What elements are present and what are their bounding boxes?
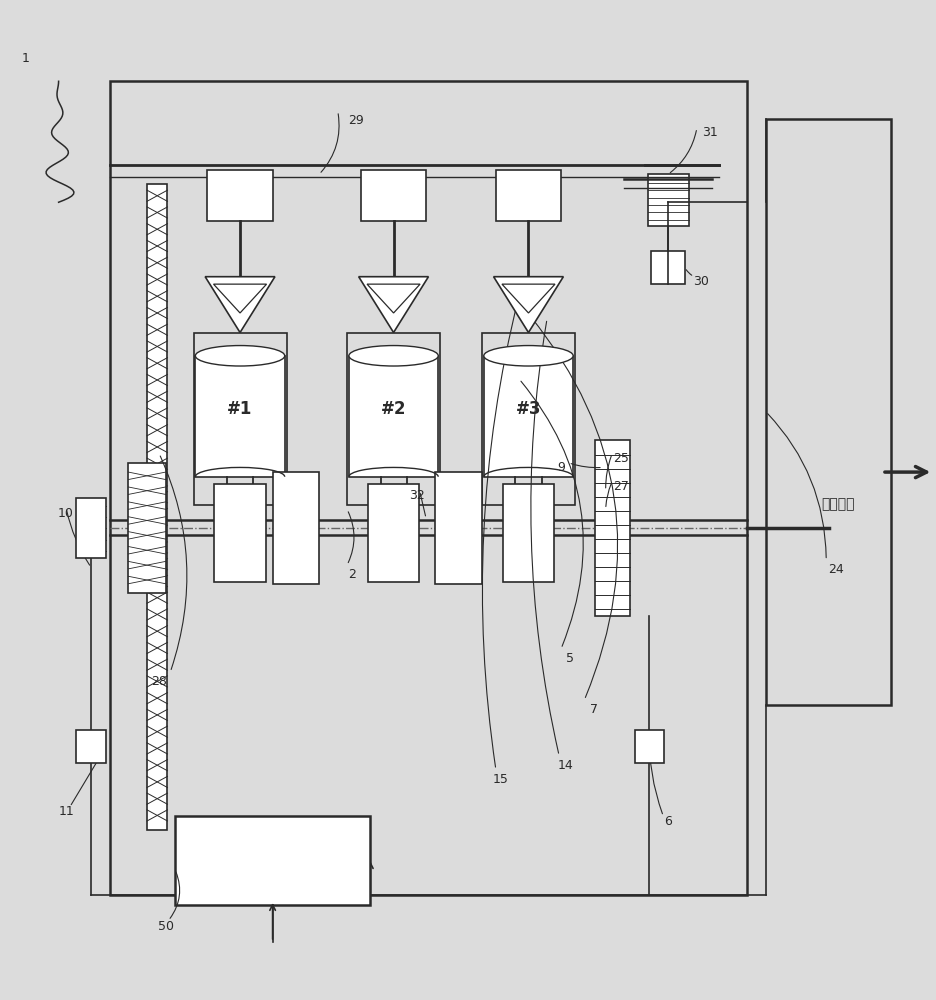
Text: 25: 25: [614, 452, 630, 465]
Text: 11: 11: [58, 805, 74, 818]
Ellipse shape: [349, 346, 438, 366]
Text: 输出转矩: 输出转矩: [821, 498, 855, 512]
Bar: [435, 472, 482, 584]
Polygon shape: [367, 284, 420, 313]
Text: 5: 5: [566, 652, 575, 665]
Text: 50: 50: [157, 920, 173, 933]
Bar: [648, 174, 689, 226]
Text: 31: 31: [702, 126, 718, 139]
Bar: [368, 484, 419, 582]
Text: 27: 27: [614, 480, 630, 493]
Bar: [76, 730, 106, 763]
Bar: [194, 333, 286, 505]
Text: 9: 9: [557, 461, 565, 474]
Polygon shape: [502, 284, 555, 313]
Text: 1: 1: [22, 52, 30, 65]
Text: 14: 14: [558, 759, 574, 772]
Bar: [347, 333, 440, 505]
Text: 2: 2: [348, 568, 356, 581]
Text: #1: #1: [227, 400, 253, 418]
Bar: [128, 463, 166, 593]
Bar: [651, 251, 685, 284]
Bar: [147, 184, 168, 830]
Text: #3: #3: [516, 400, 541, 418]
Text: 30: 30: [693, 275, 709, 288]
Text: 7: 7: [590, 703, 597, 716]
Text: 15: 15: [492, 773, 508, 786]
Text: 6: 6: [665, 815, 672, 828]
Polygon shape: [205, 277, 275, 333]
Text: 29: 29: [348, 114, 364, 127]
Bar: [361, 170, 426, 221]
Text: 10: 10: [58, 507, 74, 520]
Bar: [76, 498, 106, 558]
Bar: [635, 730, 665, 763]
Text: 28: 28: [151, 675, 167, 688]
Bar: [484, 356, 573, 477]
Polygon shape: [493, 277, 563, 333]
Ellipse shape: [484, 346, 573, 366]
Bar: [110, 81, 747, 895]
Ellipse shape: [196, 346, 285, 366]
Text: #2: #2: [381, 400, 406, 418]
Bar: [766, 119, 891, 705]
Bar: [594, 440, 630, 616]
Bar: [175, 816, 371, 905]
Polygon shape: [213, 284, 267, 313]
Bar: [482, 333, 575, 505]
Polygon shape: [358, 277, 429, 333]
Bar: [208, 170, 272, 221]
Text: 24: 24: [827, 563, 843, 576]
Bar: [503, 484, 554, 582]
Bar: [496, 170, 561, 221]
Text: 32: 32: [409, 489, 425, 502]
Bar: [272, 472, 319, 584]
Bar: [214, 484, 266, 582]
Bar: [349, 356, 438, 477]
Bar: [196, 356, 285, 477]
